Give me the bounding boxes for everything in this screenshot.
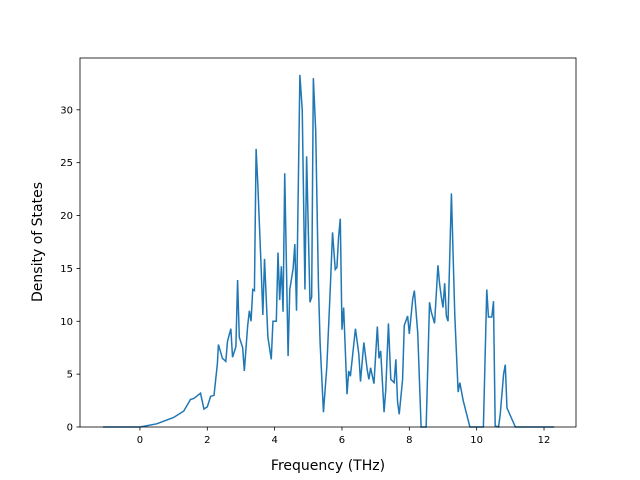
- x-tick-label: 4: [271, 435, 277, 446]
- y-tick-label: 5: [67, 370, 73, 381]
- x-tick-label: 6: [339, 435, 345, 446]
- x-tick-label: 0: [137, 435, 143, 446]
- x-tick-label: 2: [204, 435, 210, 446]
- y-tick-label: 30: [60, 105, 73, 116]
- y-tick-label: 0: [67, 423, 73, 434]
- x-tick-label: 10: [470, 435, 483, 446]
- plot-frame: [79, 57, 577, 428]
- y-tick-label: 15: [60, 264, 73, 275]
- y-tick-label: 20: [60, 211, 73, 222]
- x-tick-label: 12: [538, 435, 551, 446]
- x-tick-label: 8: [406, 435, 412, 446]
- line-series: [102, 74, 555, 428]
- y-axis-label: Density of States: [30, 182, 46, 302]
- y-tick-label: 25: [60, 158, 73, 169]
- y-tick-label: 10: [60, 317, 73, 328]
- x-axis-label: Frequency (THz): [271, 458, 385, 474]
